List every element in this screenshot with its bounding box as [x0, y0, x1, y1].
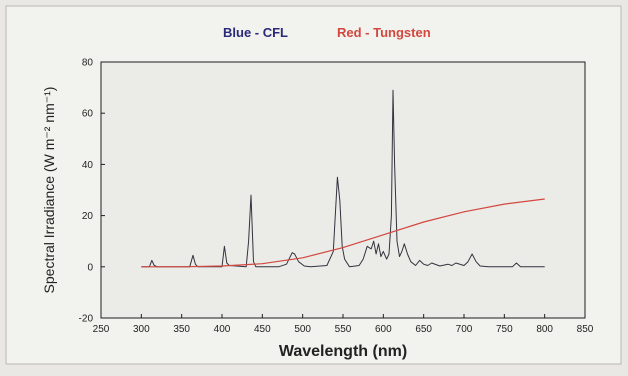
y-tick-label: 40 — [82, 160, 94, 171]
x-tick-label: 250 — [93, 324, 110, 335]
y-axis-label: Spectral Irradiance (W m⁻² nm⁻¹) — [41, 87, 57, 294]
y-tick-label: 0 — [87, 262, 93, 273]
x-axis: 250 300 350 400 450 500 550 600 650 700 750 800 850 — [93, 314, 594, 335]
series-line-tungsten — [141, 198, 545, 268]
x-axis-label: Wavelength (nm) — [279, 343, 407, 360]
x-tick-label: 450 — [254, 324, 271, 335]
series-layer — [141, 89, 545, 268]
x-tick-label: 800 — [536, 324, 553, 335]
y-tick-label: 60 — [82, 109, 94, 120]
y-axis: -20 0 20 40 60 80 — [79, 58, 105, 325]
legend: Blue - CFL Red - Tungsten — [223, 25, 431, 40]
x-tick-label: 300 — [133, 324, 150, 335]
x-tick-label: 400 — [214, 324, 231, 335]
legend-entry-tungsten: Red - Tungsten — [337, 25, 431, 40]
x-tick-label: 850 — [577, 324, 594, 335]
x-tick-label: 600 — [375, 324, 392, 335]
x-tick-label: 550 — [335, 324, 352, 335]
y-tick-label: 80 — [82, 58, 94, 69]
legend-entry-cfl: Blue - CFL — [223, 25, 288, 40]
x-tick-label: 700 — [456, 324, 473, 335]
plot-area — [100, 61, 586, 319]
y-tick-label: -20 — [79, 314, 94, 325]
y-tick-label: 20 — [82, 211, 94, 222]
x-tick-label: 500 — [294, 324, 311, 335]
x-tick-label: 350 — [173, 324, 190, 335]
x-tick-label: 650 — [415, 324, 432, 335]
x-tick-label: 750 — [496, 324, 513, 335]
